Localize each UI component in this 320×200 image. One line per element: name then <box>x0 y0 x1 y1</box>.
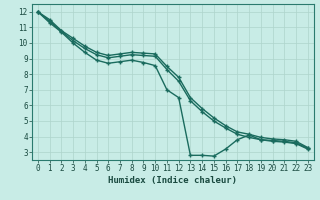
X-axis label: Humidex (Indice chaleur): Humidex (Indice chaleur) <box>108 176 237 185</box>
